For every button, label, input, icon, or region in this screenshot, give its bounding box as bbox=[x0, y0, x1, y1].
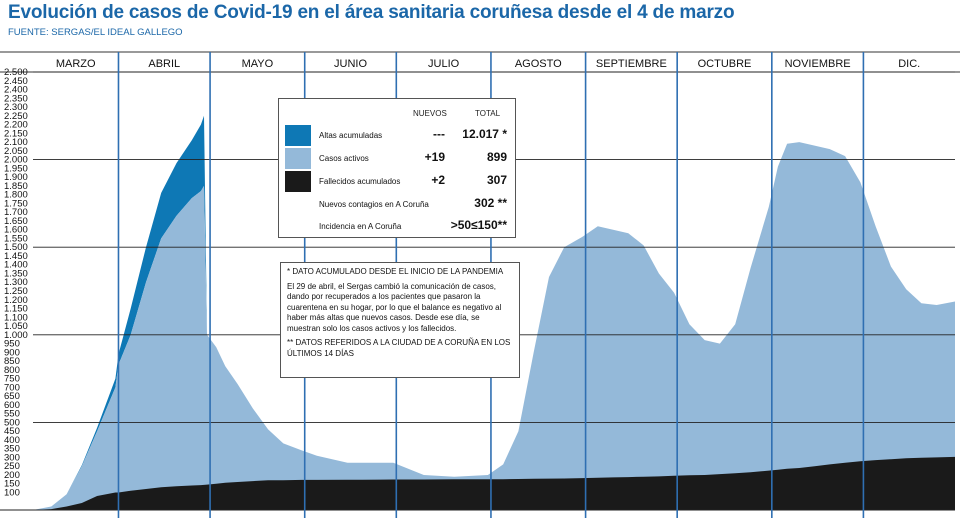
y-tick-label: 1.550 bbox=[4, 233, 28, 244]
y-tick-label: 850 bbox=[4, 356, 20, 367]
y-tick-label: 1.900 bbox=[4, 172, 28, 183]
month-label: JULIO bbox=[428, 58, 460, 70]
month-label: JUNIO bbox=[334, 58, 367, 70]
y-tick-label: 1.050 bbox=[4, 321, 28, 332]
y-tick-label: 2.250 bbox=[4, 111, 28, 122]
y-tick-label: 600 bbox=[4, 400, 20, 411]
y-tick-label: 350 bbox=[4, 444, 20, 455]
y-tick-label: 1.450 bbox=[4, 251, 28, 262]
month-label: DIC. bbox=[898, 58, 920, 70]
y-tick-label: 2.350 bbox=[4, 93, 28, 104]
legend-row-incidencia: Incidencia en A Coruña >50≤150** bbox=[279, 216, 515, 238]
y-tick-label: 1.850 bbox=[4, 181, 28, 192]
y-tick-label: 500 bbox=[4, 417, 20, 428]
legend-header-total: TOTAL bbox=[475, 109, 501, 118]
y-tick-label: 1.950 bbox=[4, 163, 28, 174]
legend-new-value: +19 bbox=[424, 150, 445, 164]
y-tick-label: 2.000 bbox=[4, 155, 28, 166]
y-tick-label: 1.800 bbox=[4, 190, 28, 201]
legend-row-fallecidos: Fallecidos acumulados +2 307 bbox=[279, 171, 515, 193]
month-label: SEPTIEMBRE bbox=[596, 58, 667, 70]
y-tick-label: 1.100 bbox=[4, 312, 28, 323]
y-tick-label: 2.200 bbox=[4, 120, 28, 131]
y-tick-label: 400 bbox=[4, 435, 20, 446]
y-tick-label: 250 bbox=[4, 461, 20, 472]
y-tick-label: 900 bbox=[4, 347, 20, 358]
y-tick-label: 2.100 bbox=[4, 137, 28, 148]
legend-label: Nuevos contagios en A Coruña bbox=[319, 200, 429, 209]
activos-area bbox=[33, 142, 955, 510]
y-tick-label: 1.300 bbox=[4, 277, 28, 288]
note-asterisk: * DATO ACUMULADO DESDE EL INICIO DE LA P… bbox=[287, 267, 504, 276]
legend-label: Fallecidos acumulados bbox=[319, 177, 401, 186]
note-double-asterisk: ** DATOS REFERIDOS A LA CIUDAD DE A CORU… bbox=[287, 338, 511, 358]
y-tick-label: 700 bbox=[4, 382, 20, 393]
month-label: NOVIEMBRE bbox=[785, 58, 851, 70]
y-tick-label: 650 bbox=[4, 391, 20, 402]
y-tick-label: 1.750 bbox=[4, 198, 28, 209]
legend-new-value: +2 bbox=[431, 173, 445, 187]
y-tick-label: 2.400 bbox=[4, 85, 28, 96]
page-title: Evolución de casos de Covid-19 en el áre… bbox=[8, 2, 735, 23]
source-label: FUENTE: SERGAS/EL IDEAL GALLEGO bbox=[8, 27, 183, 38]
legend-total-value: >50≤150** bbox=[450, 218, 507, 232]
legend-total-value: 307 bbox=[486, 173, 507, 187]
activos-swatch bbox=[285, 148, 311, 169]
y-tick-label: 2.300 bbox=[4, 102, 28, 113]
y-tick-label: 150 bbox=[4, 479, 20, 490]
fallecidos-area bbox=[33, 456, 955, 510]
y-tick-label: 300 bbox=[4, 452, 20, 463]
y-tick-label: 100 bbox=[4, 487, 20, 498]
y-tick-label: 1.400 bbox=[4, 260, 28, 271]
y-tick-label: 750 bbox=[4, 374, 20, 385]
y-tick-label: 2.050 bbox=[4, 146, 28, 157]
y-tick-label: 1.150 bbox=[4, 304, 28, 315]
y-tick-label: 1.500 bbox=[4, 242, 28, 253]
y-tick-label: 1.250 bbox=[4, 286, 28, 297]
legend-label: Incidencia en A Coruña bbox=[319, 222, 402, 231]
month-label: AGOSTO bbox=[515, 58, 562, 70]
y-tick-label: 2.500 bbox=[4, 67, 28, 78]
y-tick-label: 1.200 bbox=[4, 295, 28, 306]
y-tick-label: 1.600 bbox=[4, 225, 28, 236]
legend-row-contagios: Nuevos contagios en A Coruña 302 ** bbox=[279, 194, 515, 216]
y-tick-label: 1.650 bbox=[4, 216, 28, 227]
y-tick-label: 1.700 bbox=[4, 207, 28, 218]
legend-label: Casos activos bbox=[319, 154, 369, 163]
legend-row-activos: Casos activos +19 899 bbox=[279, 148, 515, 170]
y-tick-label: 550 bbox=[4, 409, 20, 420]
y-tick-label: 1.350 bbox=[4, 268, 28, 279]
month-label: ABRIL bbox=[148, 58, 180, 70]
legend-total-value: 899 bbox=[486, 150, 507, 164]
legend-label: Altas acumuladas bbox=[319, 131, 383, 140]
y-tick-label: 800 bbox=[4, 365, 20, 376]
legend-row-altas: Altas acumuladas --- 12.017 * bbox=[279, 125, 515, 147]
legend-new-value: --- bbox=[433, 127, 445, 141]
y-tick-label: 1.000 bbox=[4, 330, 28, 341]
month-label: MARZO bbox=[56, 58, 96, 70]
month-label: OCTUBRE bbox=[698, 58, 752, 70]
note-sergas-change: El 29 de abril, el Sergas cambió la comu… bbox=[287, 281, 502, 333]
legend-total-value: 302 ** bbox=[474, 196, 507, 210]
y-tick-label: 200 bbox=[4, 470, 20, 481]
y-tick-label: 450 bbox=[4, 426, 20, 437]
month-label: MAYO bbox=[242, 58, 274, 70]
altas-swatch bbox=[285, 125, 311, 146]
y-tick-label: 2.450 bbox=[4, 76, 28, 87]
y-tick-label: 950 bbox=[4, 339, 20, 350]
legend-box: NUEVOS TOTAL Altas acumuladas --- 12.017… bbox=[278, 98, 516, 238]
y-tick-label: 2.150 bbox=[4, 128, 28, 139]
legend-header-new: NUEVOS bbox=[413, 109, 447, 118]
fallecidos-swatch bbox=[285, 171, 311, 192]
legend-total-value: 12.017 * bbox=[462, 127, 507, 141]
notes-box: * DATO ACUMULADO DESDE EL INICIO DE LA P… bbox=[280, 262, 520, 378]
